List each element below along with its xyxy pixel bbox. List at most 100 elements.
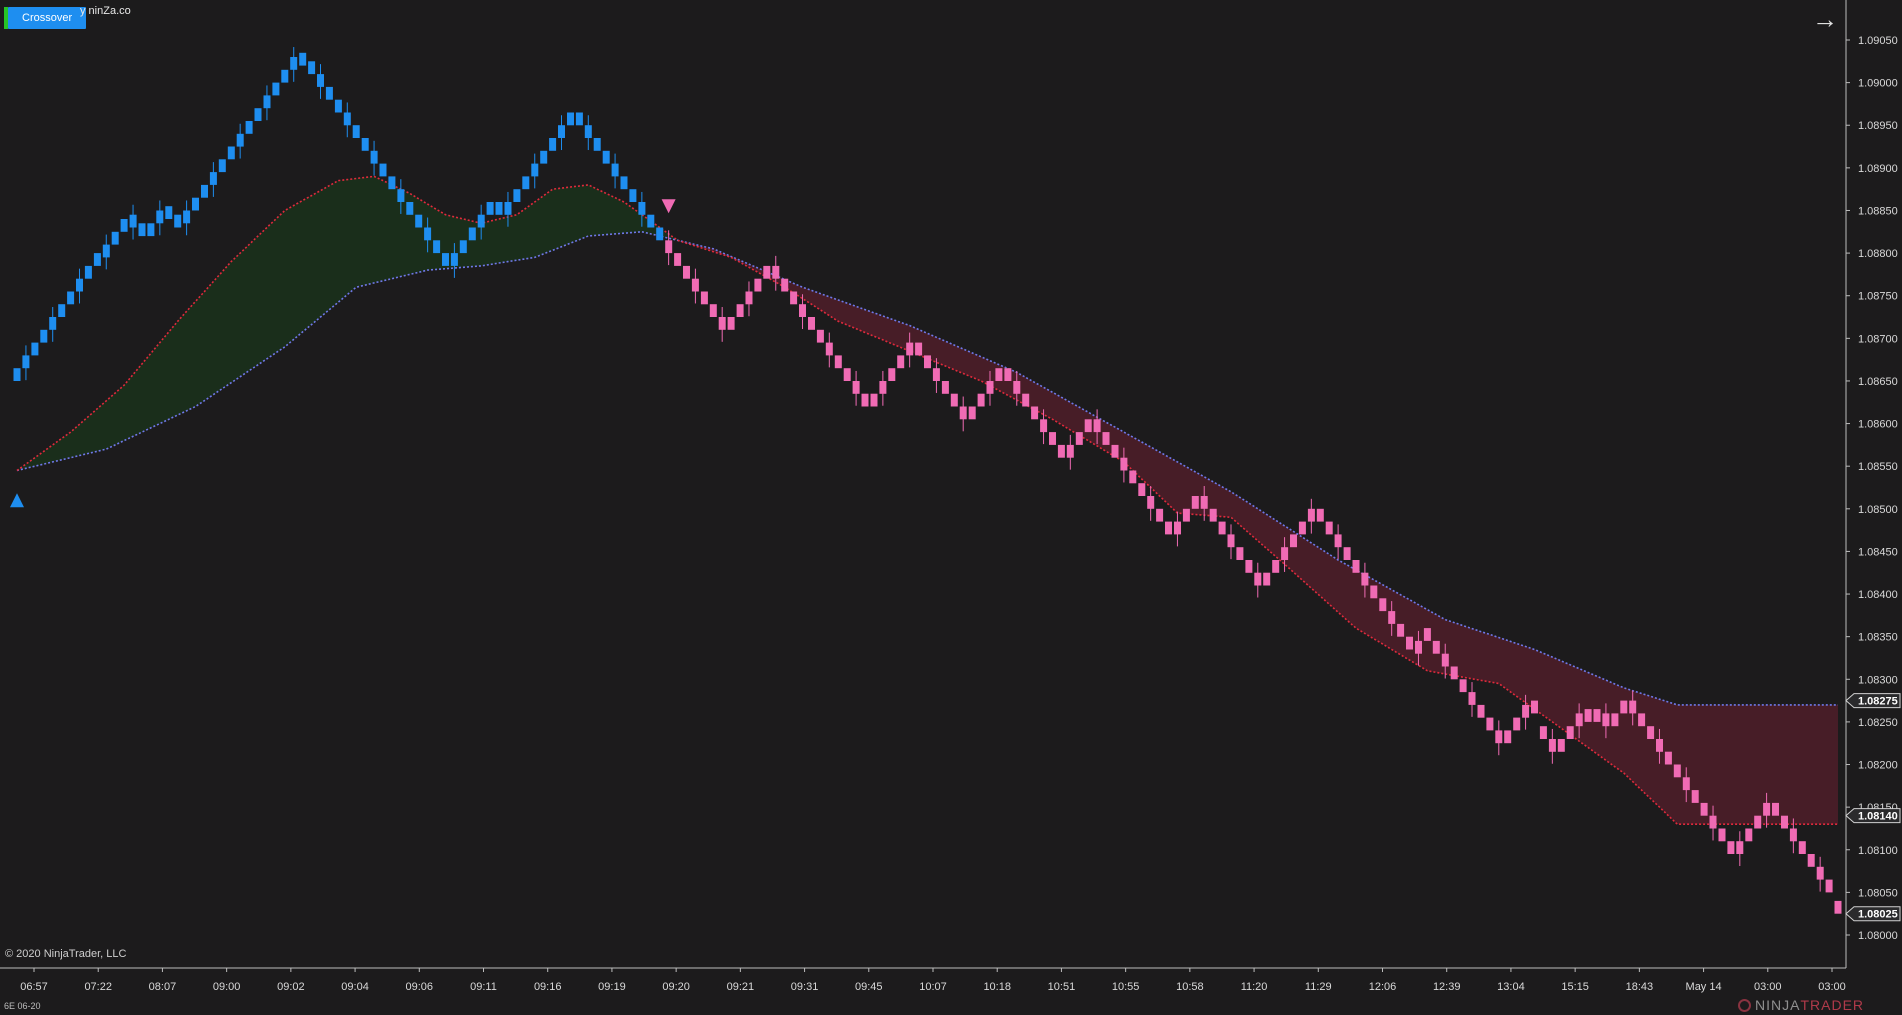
candle: [13, 368, 21, 381]
candle: [245, 121, 253, 134]
cloud-layer: [17, 176, 1838, 825]
candle: [486, 202, 494, 215]
candle: [183, 210, 191, 224]
candle: [558, 125, 565, 138]
candle: [1138, 483, 1146, 496]
x-tick-label: 09:20: [662, 981, 690, 993]
candle: [1040, 419, 1048, 433]
candle: [1281, 547, 1289, 560]
candle: [459, 240, 467, 254]
x-tick-label: 10:07: [919, 981, 947, 993]
candle: [1182, 508, 1190, 522]
x-tick-label: 09:06: [406, 981, 434, 993]
x-tick-label: May 14: [1686, 981, 1722, 993]
price-marker-label: 1.08140: [1858, 811, 1898, 823]
x-tick-label: 12:39: [1433, 981, 1461, 993]
ninjatrader-logo: NINJA TRADER: [1738, 997, 1864, 1013]
arrow-right-icon[interactable]: →: [1812, 4, 1838, 34]
candle: [343, 112, 351, 126]
candle: [575, 112, 583, 126]
candle: [1352, 560, 1360, 573]
candle: [1709, 815, 1717, 829]
candle: [718, 317, 726, 330]
candle: [763, 265, 771, 279]
candle: [1066, 444, 1074, 458]
brand-prefix: NINJA: [1755, 997, 1801, 1013]
candle: [263, 95, 271, 109]
candle: [40, 329, 48, 343]
candle: [1129, 470, 1137, 484]
candle: [370, 150, 378, 164]
candle: [1298, 521, 1306, 535]
candle: [825, 342, 833, 356]
x-tick-label: 03:00: [1754, 981, 1782, 993]
candle: [897, 355, 905, 369]
candle: [1084, 419, 1092, 433]
candle: [1236, 547, 1244, 560]
candle: [1325, 521, 1333, 535]
sell-signal-arrow: [661, 199, 676, 214]
candle: [281, 69, 289, 83]
candle: [201, 184, 208, 198]
candle: [816, 329, 824, 343]
candle: [254, 108, 262, 121]
candle: [1504, 730, 1512, 744]
candle: [1343, 547, 1351, 560]
candle: [1513, 717, 1521, 731]
indicator-badge[interactable]: Crossover: [4, 7, 87, 29]
candle: [540, 150, 548, 164]
candle: [754, 278, 762, 292]
candle: [745, 291, 753, 305]
candle: [1415, 640, 1422, 654]
candle: [1120, 457, 1128, 471]
candle: [433, 240, 441, 254]
x-tick-label: 10:51: [1048, 981, 1076, 993]
candle: [959, 406, 967, 420]
candle: [1388, 611, 1396, 624]
candle: [1691, 790, 1699, 803]
candle: [93, 253, 101, 266]
candle: [272, 82, 280, 96]
candle: [76, 278, 83, 292]
candle: [1798, 841, 1806, 854]
candle: [1825, 879, 1833, 893]
candle: [950, 393, 958, 407]
candle: [584, 125, 592, 138]
candle: [1522, 704, 1530, 718]
candle: [1745, 828, 1753, 842]
candle: [620, 176, 628, 190]
candle: [1156, 508, 1164, 522]
candle: [611, 163, 619, 177]
candle: [1200, 496, 1208, 509]
y-tick-label: 1.09050: [1858, 35, 1898, 47]
candle-layer: [13, 47, 1842, 914]
candle: [218, 159, 226, 173]
bear-cloud: [677, 240, 1838, 825]
crossover-button[interactable]: Crossover: [8, 7, 87, 29]
candle: [852, 381, 860, 394]
buy-signal-arrow: [10, 493, 24, 508]
candle: [1566, 726, 1574, 739]
y-tick-label: 1.09000: [1858, 78, 1898, 90]
candle: [870, 393, 878, 407]
y-tick-label: 1.08850: [1858, 205, 1898, 217]
candle: [397, 189, 405, 202]
candle: [1664, 751, 1672, 765]
candle: [727, 317, 735, 330]
x-tick-label: 09:04: [341, 981, 369, 993]
price-marker-label: 1.08275: [1858, 696, 1898, 708]
candle: [549, 138, 557, 151]
instrument-label: 6E 06-20: [4, 1001, 41, 1011]
x-tick-label: 15:15: [1561, 981, 1589, 993]
bull-cloud: [17, 176, 687, 471]
slow-line: [16, 230, 1838, 706]
candle: [1004, 368, 1012, 381]
candle: [147, 223, 155, 237]
candle: [1218, 521, 1226, 535]
candle: [1450, 666, 1458, 680]
candle: [1611, 713, 1619, 727]
candle: [1165, 521, 1172, 535]
candle: [1397, 623, 1405, 637]
x-tick-label: 09:02: [277, 981, 305, 993]
